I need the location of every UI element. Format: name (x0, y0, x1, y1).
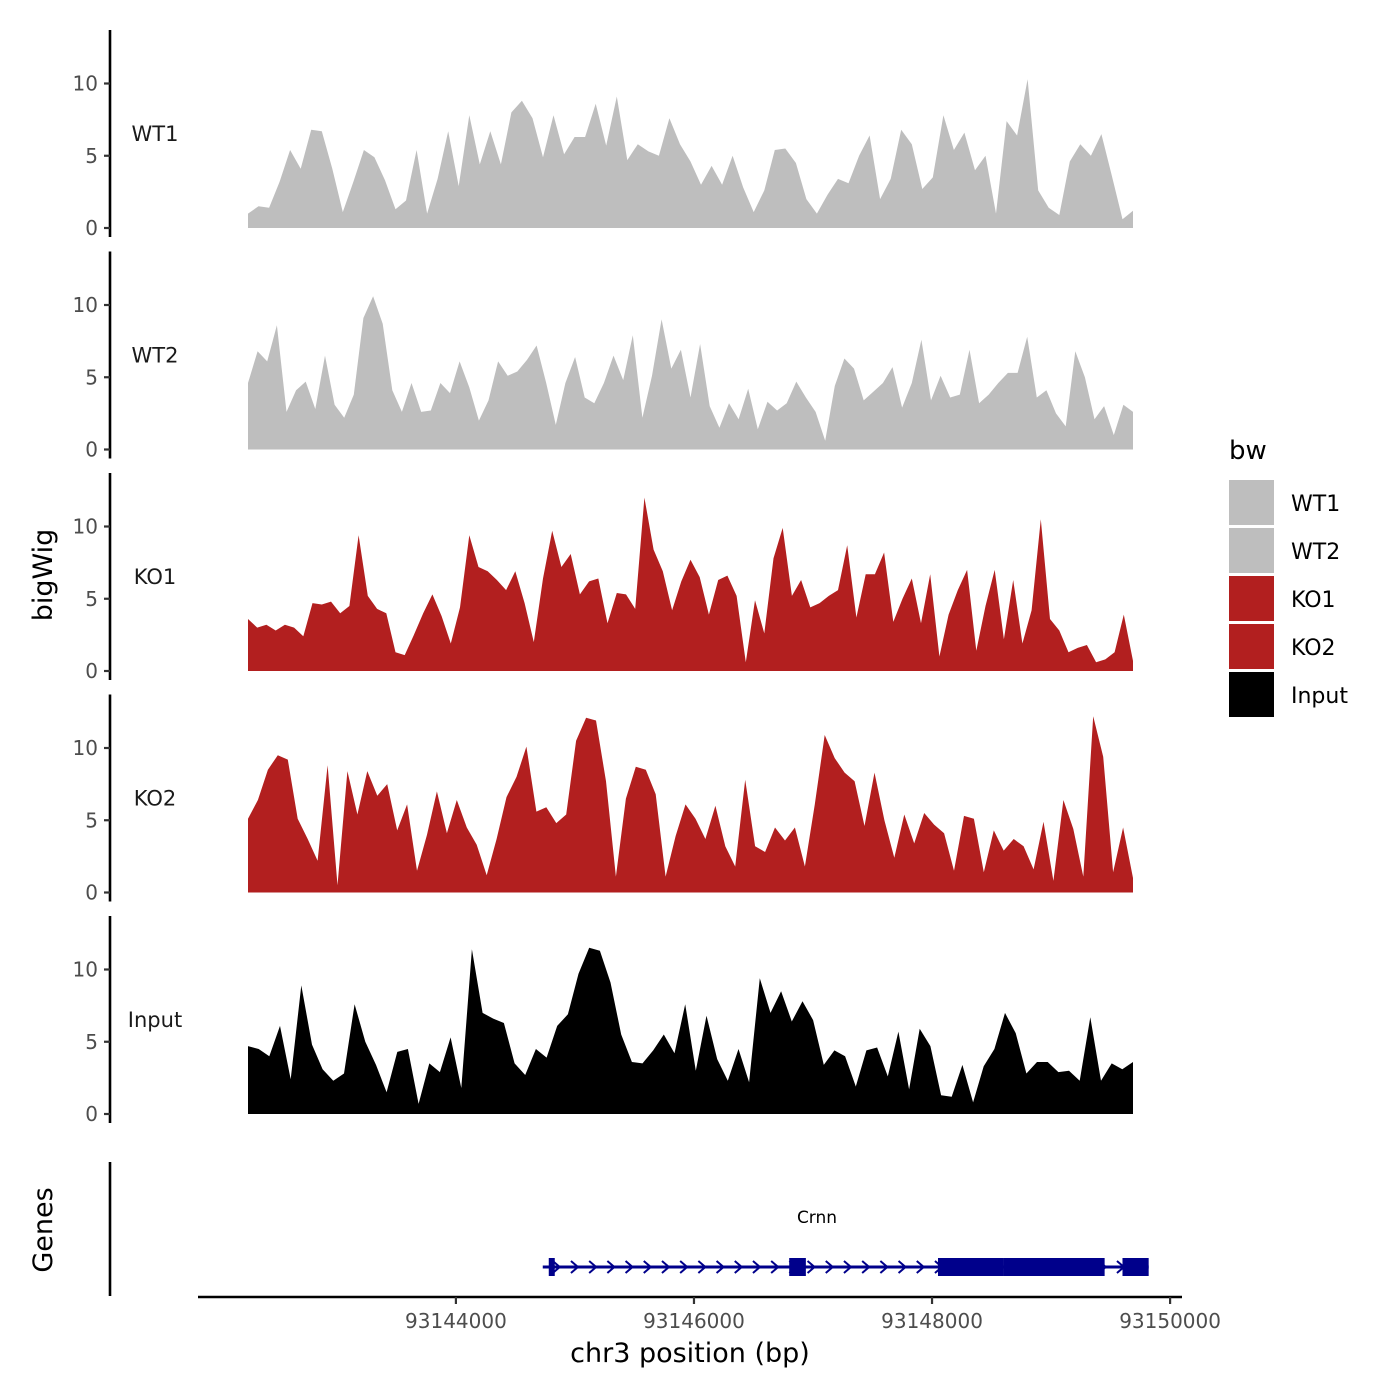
strand-arrow-icon (715, 1260, 726, 1274)
track-label: WT1 (132, 122, 179, 146)
signal-area (248, 947, 1133, 1114)
legend-label: KO1 (1291, 588, 1336, 613)
x-tick-label: 93146000 (643, 1309, 745, 1333)
strand-arrow-icon (552, 1260, 562, 1274)
y-tick-label: 0 (85, 881, 98, 905)
legend-swatch (1229, 624, 1274, 669)
track-wt1: 0 5 10 WT1 (73, 30, 1133, 240)
y-tick-label: 0 (85, 1102, 98, 1126)
y-tick-label: 10 (73, 515, 98, 539)
y-tick-label: 0 (85, 216, 98, 240)
legend-item: Input (1229, 672, 1348, 717)
y-tick-label: 5 (85, 144, 98, 168)
signal-area (248, 296, 1133, 450)
strand-arrow-icon (752, 1260, 762, 1274)
gene-exon (789, 1258, 806, 1276)
legend-label: WT1 (1291, 492, 1340, 517)
gene-exon (1003, 1258, 1105, 1276)
gene-exon (937, 1258, 1004, 1276)
strand-arrow-icon (588, 1260, 598, 1274)
track-ko1: 0 5 10 KO1 (73, 473, 1133, 683)
bigwig-tracks: 0 5 10 WT1 0 5 10 WT2 0 5 10 KO1 0 5 10 KO2 0 5 10 Input (73, 30, 1133, 1126)
y-tick-label: 10 (73, 736, 98, 760)
strand-arrow-icon (697, 1260, 707, 1274)
strand-arrow-icon (770, 1260, 780, 1274)
legend-item: KO1 (1229, 576, 1336, 621)
x-tick-label: 93150000 (1119, 1309, 1221, 1333)
track-wt2: 0 5 10 WT2 (73, 251, 1133, 462)
y-tick-label: 5 (85, 1030, 98, 1054)
strand-arrow-icon (897, 1260, 908, 1274)
y-tick-label: 5 (85, 587, 98, 611)
strand-arrow-icon (861, 1260, 871, 1274)
legend: bw WT1 WT2 KO1 KO2 Input (1229, 436, 1348, 717)
y-tick-label: 10 (73, 293, 98, 317)
strand-arrow-icon (916, 1260, 926, 1274)
y-tick-label: 0 (85, 438, 98, 462)
track-label: KO1 (134, 565, 177, 589)
gene-exon (1122, 1258, 1149, 1276)
legend-item: WT1 (1229, 480, 1340, 525)
y-tick-label: 5 (85, 365, 98, 389)
x-axis-title: chr3 position (bp) (570, 1338, 810, 1369)
legend-swatch (1229, 576, 1274, 621)
x-tick-label: 93148000 (881, 1309, 983, 1333)
y-tick-label: 10 (73, 72, 98, 96)
track-label: WT2 (132, 344, 179, 368)
x-axis: chr3 position (bp) 93144000 93146000 93148… (198, 1295, 1221, 1369)
strand-arrow-icon (679, 1260, 689, 1274)
legend-label: KO2 (1291, 636, 1336, 661)
track-label: Input (128, 1008, 182, 1032)
strand-arrow-icon (734, 1260, 744, 1274)
signal-area (248, 716, 1133, 893)
legend-label: WT2 (1291, 540, 1340, 565)
track-input: 0 5 10 Input (73, 916, 1133, 1126)
track-ko2: 0 5 10 KO2 (73, 694, 1133, 905)
strand-arrow-icon (806, 1260, 817, 1274)
y-tick-label: 5 (85, 808, 98, 832)
strand-arrow-icon (570, 1260, 580, 1274)
legend-title: bw (1229, 436, 1267, 466)
legend-swatch (1229, 672, 1274, 717)
legend-item: KO2 (1229, 624, 1336, 669)
signal-area (248, 497, 1133, 671)
strand-arrow-icon (879, 1260, 889, 1274)
strand-arrow-icon (606, 1260, 616, 1274)
strand-arrow-icon (825, 1260, 835, 1274)
signal-area (248, 79, 1133, 228)
gene-exon (548, 1258, 555, 1276)
y-tick-label: 0 (85, 659, 98, 683)
y-axis-title: bigWig (28, 529, 59, 622)
legend-swatch (1229, 480, 1274, 525)
legend-item: WT2 (1229, 528, 1340, 573)
strand-arrow-icon (843, 1260, 853, 1274)
legend-label: Input (1291, 684, 1348, 709)
y-tick-label: 10 (73, 958, 98, 982)
gene-name-label: Crnn (797, 1208, 837, 1228)
strand-arrow-icon (624, 1260, 635, 1274)
gene-track: Genes Crnn (28, 1162, 1149, 1296)
gene-track-title: Genes (28, 1187, 59, 1272)
legend-swatch (1229, 528, 1274, 573)
strand-arrow-icon (661, 1260, 671, 1274)
x-tick-label: 93144000 (405, 1309, 507, 1333)
track-label: KO2 (134, 787, 177, 811)
strand-arrow-icon (643, 1260, 653, 1274)
